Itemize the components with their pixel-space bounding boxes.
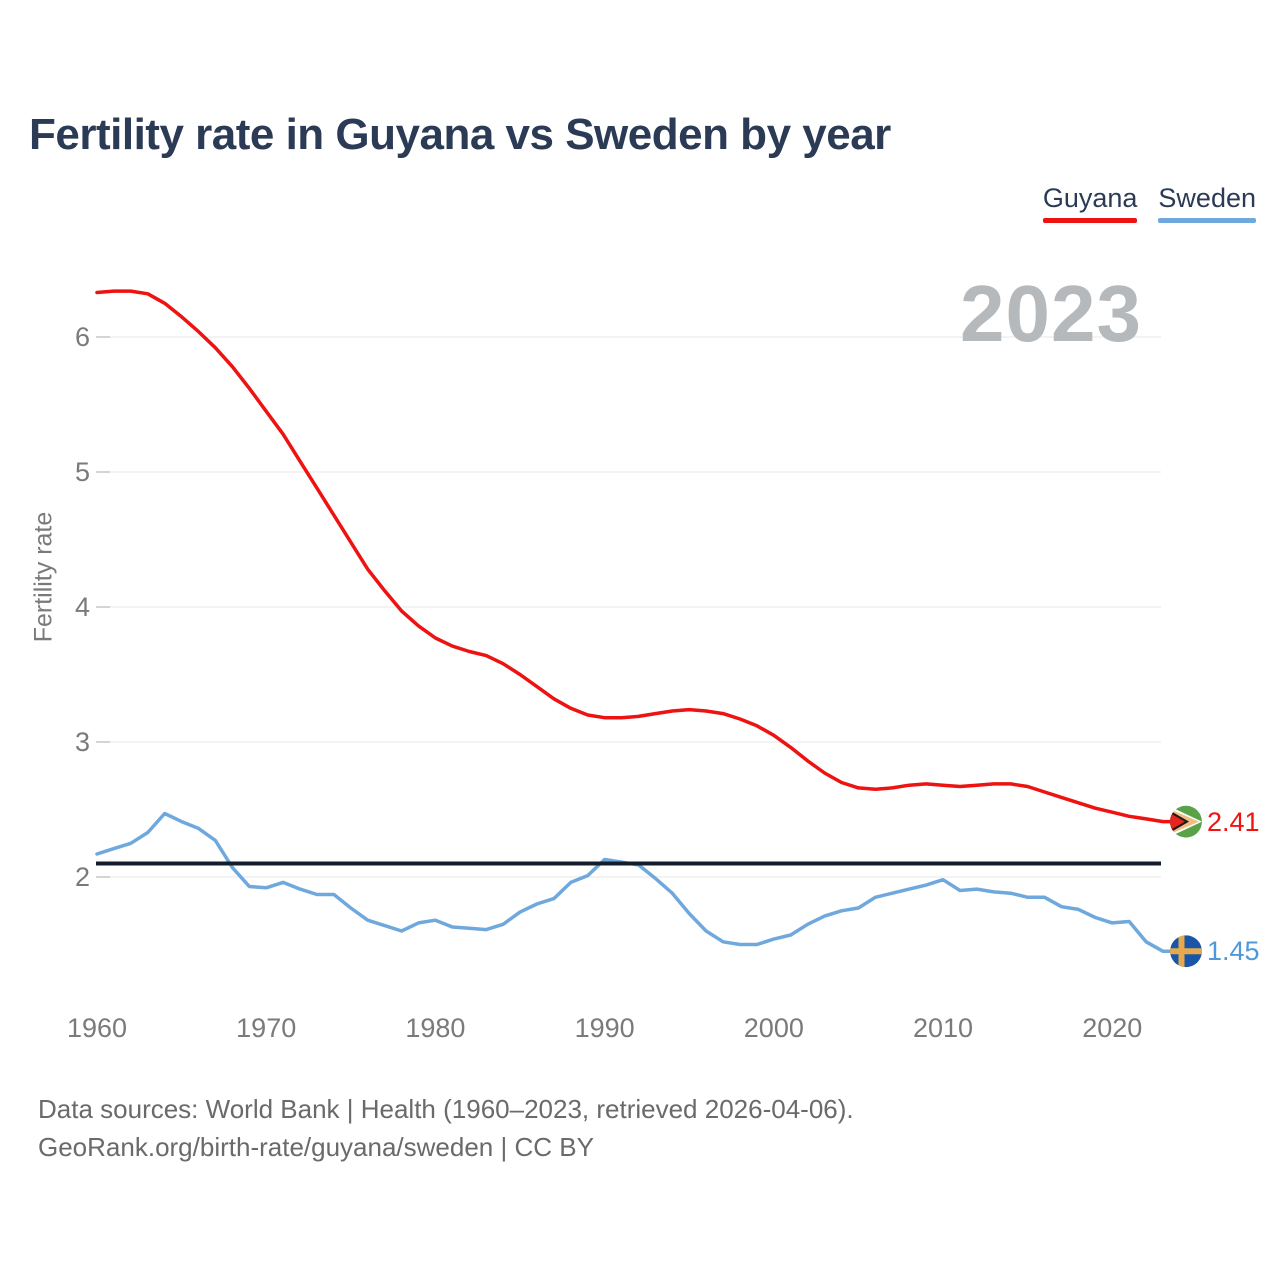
x-tick-label-2000: 2000 <box>744 1013 804 1043</box>
legend-label-guyana: Guyana <box>1042 183 1138 213</box>
y-tick-label-5: 5 <box>75 457 90 487</box>
sweden-end-value-label: 1.45 <box>1207 936 1260 967</box>
x-tick-label-2010: 2010 <box>913 1013 973 1043</box>
legend: Guyana Sweden <box>1042 183 1256 223</box>
legend-label-sweden: Sweden <box>1158 183 1256 213</box>
legend-item-guyana[interactable]: Guyana <box>1042 183 1138 223</box>
y-tick-label-2: 2 <box>75 862 90 892</box>
guyana-flag-icon <box>1170 805 1202 838</box>
x-tick-label-1980: 1980 <box>405 1013 465 1043</box>
legend-swatch-sweden <box>1158 218 1256 223</box>
guyana-end-value-label: 2.41 <box>1207 806 1260 837</box>
y-tick-label-6: 6 <box>75 322 90 352</box>
footer-attribution: GeoRank.org/birth-rate/guyana/sweden | C… <box>38 1132 594 1162</box>
gridlines: 2 3 4 5 6 <box>75 322 1161 892</box>
x-axis-labels: 1960 1970 1980 1990 2000 2010 2020 <box>67 1013 1142 1043</box>
y-tick-label-4: 4 <box>75 592 90 622</box>
legend-item-sweden[interactable]: Sweden <box>1158 183 1256 223</box>
x-tick-label-2020: 2020 <box>1082 1013 1142 1043</box>
watermark-year: 2023 <box>960 269 1142 358</box>
footer-data-sources: Data sources: World Bank | Health (1960–… <box>38 1094 854 1124</box>
legend-swatch-guyana <box>1042 218 1138 223</box>
x-tick-label-1990: 1990 <box>575 1013 635 1043</box>
sweden-flag-icon <box>1170 935 1202 968</box>
x-tick-label-1970: 1970 <box>236 1013 296 1043</box>
guyana-line <box>95 289 1173 824</box>
x-tick-label-1960: 1960 <box>67 1013 127 1043</box>
page-title: Fertility rate in Guyana vs Sweden by ye… <box>29 110 891 159</box>
sweden-line <box>95 811 1173 954</box>
y-tick-label-3: 3 <box>75 727 90 757</box>
footer: Data sources: World Bank | Health (1960–… <box>38 1090 854 1166</box>
y-axis-title: Fertility rate <box>29 511 58 643</box>
